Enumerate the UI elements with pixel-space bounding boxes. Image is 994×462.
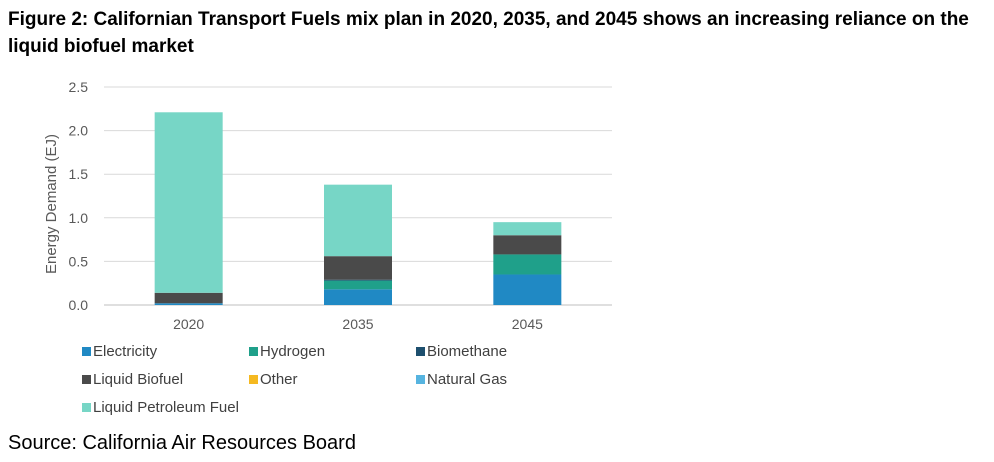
bar-segment <box>154 292 223 304</box>
legend-label: Other <box>260 371 298 388</box>
bar-segment <box>324 184 392 257</box>
legend-label: Electricity <box>93 343 158 360</box>
bar-segment <box>154 112 223 293</box>
legend-label: Biomethane <box>427 343 507 360</box>
chart-title: Figure 2: Californian Transport Fuels mi… <box>8 9 969 57</box>
source-note: Source: California Air Resources Board <box>8 432 356 454</box>
bar-segment <box>493 235 562 255</box>
x-axis-ticks: 2020 2035 2045 <box>173 316 543 332</box>
bar-segment <box>324 280 392 290</box>
x-tick-label: 2045 <box>512 316 543 332</box>
legend-label: Hydrogen <box>260 343 325 360</box>
legend-swatch <box>416 347 425 356</box>
legend-label: Liquid Biofuel <box>93 371 183 388</box>
bar-segment <box>493 254 562 275</box>
legend-label: Liquid Petroleum Fuel <box>93 399 239 416</box>
x-tick-label: 2035 <box>342 316 373 332</box>
legend: Electricity Hydrogen Biomethane Liquid Biof… <box>82 343 507 416</box>
y-tick-label: 2.5 <box>69 79 89 95</box>
legend-label: Natural Gas <box>427 371 507 388</box>
y-tick-label: 1.5 <box>69 166 89 182</box>
legend-swatch <box>249 375 258 384</box>
y-tick-label: 1.0 <box>69 210 89 226</box>
bar-segment <box>324 279 392 281</box>
y-tick-label: 0.0 <box>69 297 89 313</box>
legend-swatch <box>416 375 425 384</box>
y-axis-label: Energy Demand (EJ) <box>43 134 60 274</box>
bar-segment <box>493 274 562 305</box>
legend-swatch <box>249 347 258 356</box>
legend-swatch <box>82 347 91 356</box>
legend-swatch <box>82 375 91 384</box>
y-tick-label: 2.0 <box>69 123 89 139</box>
y-axis-ticks: 0.0 0.5 1.0 1.5 2.0 2.5 <box>69 79 89 313</box>
y-tick-label: 0.5 <box>69 253 89 269</box>
bar-stacks <box>154 112 562 305</box>
bar-segment <box>154 303 223 305</box>
bar-segment <box>324 289 392 305</box>
bar-segment <box>493 222 562 236</box>
x-tick-label: 2020 <box>173 316 204 332</box>
legend-swatch <box>82 403 91 412</box>
bar-segment <box>324 256 392 280</box>
